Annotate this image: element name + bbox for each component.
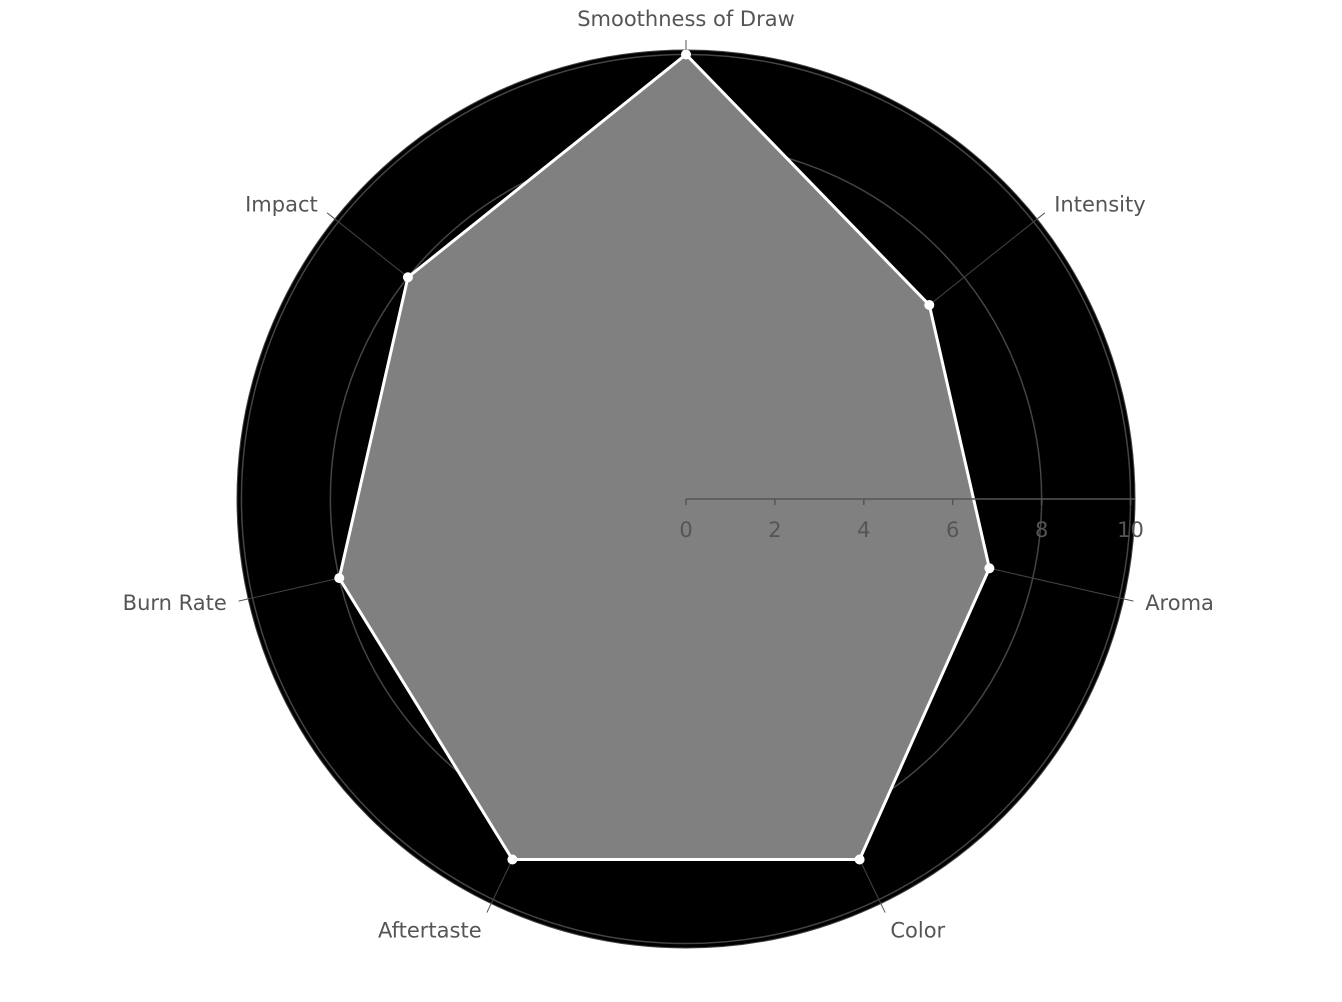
angular-tick: [1123, 598, 1134, 602]
radial-tick-label: 0: [679, 518, 692, 542]
radial-tick-label: 10: [1117, 518, 1144, 542]
category-label: Smoothness of Draw: [577, 7, 795, 31]
radial-tick-label: 6: [946, 518, 959, 542]
radial-tick-label: 4: [857, 518, 870, 542]
category-label: Burn Rate: [123, 591, 227, 615]
angular-tick: [486, 903, 492, 913]
data-point: [402, 272, 413, 283]
angular-tick: [326, 212, 336, 220]
radial-tick-label: 2: [768, 518, 781, 542]
data-point: [854, 854, 865, 865]
data-point: [924, 299, 935, 310]
angular-tick: [1036, 212, 1046, 220]
data-point: [681, 49, 691, 60]
angular-tick: [880, 903, 886, 913]
data-point: [507, 854, 518, 865]
category-label: Impact: [245, 192, 318, 216]
category-label: Color: [890, 918, 945, 942]
data-point: [334, 573, 345, 584]
angular-tick: [238, 598, 249, 602]
category-label: Intensity: [1054, 192, 1145, 216]
data-point: [984, 563, 995, 574]
radar-area: [337, 52, 991, 861]
category-label: Aroma: [1145, 591, 1214, 615]
radial-tick-label: 8: [1035, 518, 1048, 542]
category-label: Aftertaste: [378, 918, 482, 942]
